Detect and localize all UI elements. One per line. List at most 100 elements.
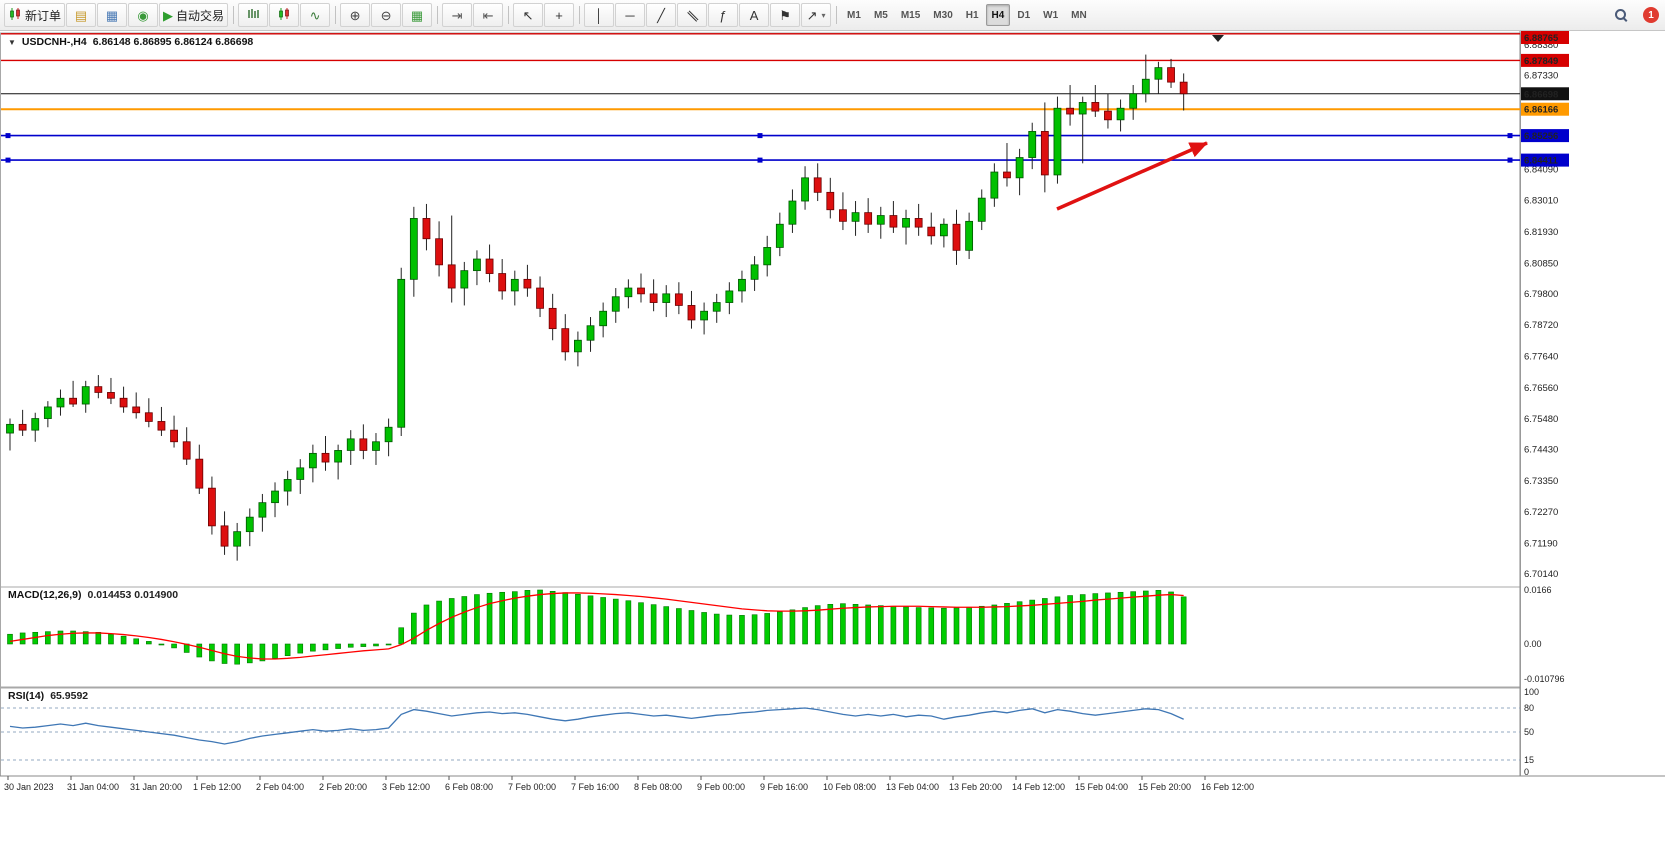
macd-bar [701, 612, 707, 645]
navigator-button[interactable]: ◉ [128, 3, 159, 27]
price-axis-label: 6.84090 [1524, 164, 1558, 175]
candle-down [523, 278, 532, 289]
trend-arrow[interactable] [1056, 141, 1208, 211]
line-handle[interactable] [1507, 133, 1513, 139]
candle-up [965, 220, 974, 251]
line-chart-button[interactable]: ∿ [300, 3, 331, 27]
candle-up [700, 310, 708, 321]
text-button[interactable]: A [739, 3, 770, 27]
price-badge [1521, 129, 1569, 143]
time-axis-label: 2 Feb 04:00 [256, 782, 304, 792]
zoom-out-button[interactable]: ⊖ [371, 3, 402, 27]
crosshair-button[interactable]: + [544, 3, 575, 27]
time-axis-label: 9 Feb 00:00 [697, 782, 745, 792]
fibonacci-button[interactable]: ƒ [708, 3, 739, 27]
macd-bar [209, 643, 215, 662]
chart-shift-marker[interactable] [1212, 35, 1224, 42]
price-badge [1521, 153, 1569, 167]
macd-bar [474, 594, 480, 645]
time-axis-label: 3 Feb 12:00 [382, 782, 430, 792]
candle-up [1028, 131, 1037, 158]
notification-badge[interactable]: 1 [1643, 7, 1659, 23]
line-handle[interactable] [5, 157, 11, 163]
candle-up [876, 215, 885, 225]
line-handle[interactable] [1507, 157, 1513, 163]
equidistant-channel-button[interactable]: ∥ [677, 3, 708, 27]
timeframe-m15-button[interactable]: M15 [900, 9, 921, 21]
price-axis-label: 6.72270 [1524, 507, 1558, 518]
candle-up [763, 247, 772, 266]
macd-bar [941, 607, 947, 645]
candle-up [574, 339, 582, 353]
line-handle[interactable] [5, 133, 11, 139]
price-axis-label: 6.77640 [1524, 351, 1558, 362]
vertical-line-button[interactable]: │ [584, 3, 615, 27]
bar-chart-button[interactable] [238, 3, 269, 27]
time-axis-label: 9 Feb 16:00 [760, 782, 808, 792]
time-axis-label: 31 Jan 20:00 [130, 782, 182, 792]
label-button[interactable]: ⚑ [770, 3, 801, 27]
candle-down [94, 386, 103, 393]
trendline-button[interactable]: ╱ [646, 3, 677, 27]
timeframe-mn-button[interactable]: MN [1071, 9, 1087, 21]
rsi-axis-label: 15 [1524, 755, 1534, 765]
timeframe-m5-button[interactable]: M5 [873, 9, 888, 21]
candle-down [649, 293, 658, 303]
timeframe-h1-button[interactable]: H1 [965, 9, 979, 21]
auto-trading-button[interactable]: ▶ 自动交易 [159, 3, 229, 27]
rsi-axis-label: 80 [1524, 703, 1534, 713]
candle-down [536, 287, 544, 309]
horizontal-line-button[interactable]: ─ [615, 3, 646, 27]
line-handle[interactable] [757, 133, 763, 139]
candlestick-series [6, 54, 1188, 561]
chart-shift-button[interactable]: ⇤ [473, 3, 504, 27]
market-watch-button[interactable]: ▤ [66, 3, 97, 27]
candle-up [397, 278, 406, 428]
candle-up [81, 386, 90, 405]
macd-axis-label: -0.010796 [1524, 674, 1565, 684]
candle-up [902, 218, 910, 228]
timeframe-w1-button[interactable]: W1 [1043, 9, 1059, 21]
candle-down [182, 441, 191, 460]
candle-down [839, 209, 847, 222]
timeframe-m1-button[interactable]: M1 [847, 9, 861, 21]
candle-up [31, 418, 40, 431]
macd-bar [537, 589, 543, 645]
timeframe-m30-button[interactable]: M30 [933, 9, 953, 21]
search-button[interactable] [1606, 3, 1636, 27]
candle-up [775, 223, 784, 248]
data-window-button[interactable]: ▦ [97, 3, 128, 27]
time-axis-label: 31 Jan 04:00 [67, 782, 119, 792]
macd-bar [764, 613, 771, 645]
candle-up [977, 197, 986, 222]
candle-down [864, 212, 873, 225]
candle-down [170, 429, 178, 443]
candle-up [372, 441, 380, 451]
market-watch-icon: ▤ [74, 7, 88, 23]
candle-chart-button[interactable] [269, 3, 300, 27]
timeframe-d1-button[interactable]: D1 [1017, 9, 1031, 21]
macd-bar [840, 603, 846, 645]
candle-up [788, 200, 797, 225]
auto-scroll-icon: ⇥ [451, 7, 463, 23]
cursor-button[interactable]: ↖ [513, 3, 544, 27]
zoom-in-button[interactable]: ⊕ [340, 3, 371, 27]
candle-up [334, 450, 343, 463]
candle-up [1078, 102, 1087, 115]
line-handle[interactable] [757, 157, 763, 163]
candle-up [460, 270, 469, 289]
macd-bar [461, 596, 468, 645]
new-order-button[interactable]: 新订单 [4, 3, 66, 27]
arrows-button[interactable]: ↗ ▾ [801, 3, 832, 27]
candle-up [712, 302, 721, 312]
tile-windows-button[interactable]: ▦ [402, 3, 433, 27]
macd-bar [625, 600, 632, 645]
chart-canvas[interactable]: 6.883806.873306.862506.851706.840906.830… [0, 31, 1665, 847]
timeframe-h4-button[interactable]: H4 [985, 4, 1011, 26]
macd-bar [1054, 596, 1061, 645]
macd-bar [575, 593, 581, 645]
chart-shift-icon: ⇤ [482, 7, 494, 23]
candle-down [561, 328, 570, 353]
auto-scroll-button[interactable]: ⇥ [442, 3, 473, 27]
candle-down [447, 264, 456, 289]
